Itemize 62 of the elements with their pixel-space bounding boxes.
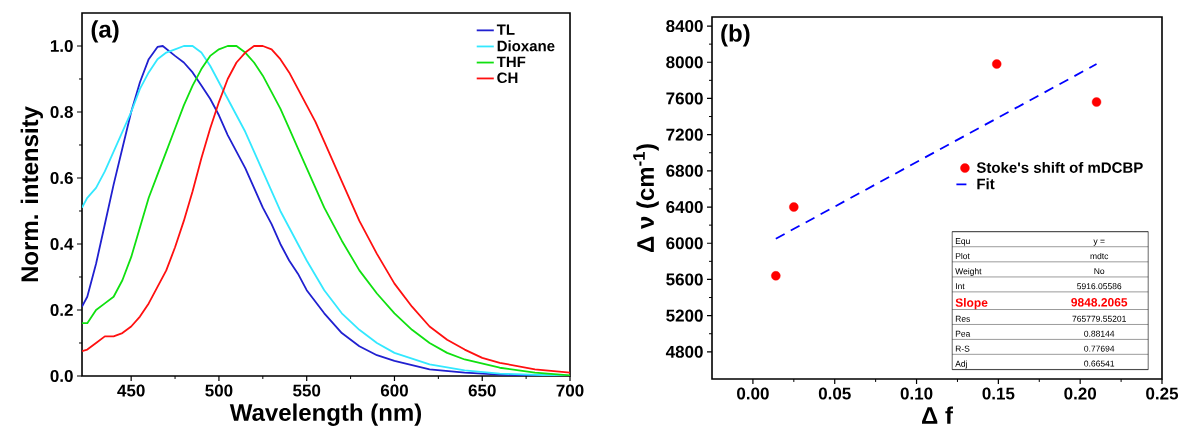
legend-label: THF xyxy=(496,56,526,67)
x-tick-label: 0.05 xyxy=(818,387,851,400)
x-tick-label: 700 xyxy=(556,384,584,397)
annotation: (b) xyxy=(721,24,750,47)
annotation: Int xyxy=(955,283,965,290)
annotation: Res xyxy=(955,315,970,322)
y-tick-label: 5200 xyxy=(666,309,703,322)
x-tick-label: 550 xyxy=(293,384,321,397)
annotation: Adj xyxy=(955,360,967,369)
annotation: Plot xyxy=(955,252,970,260)
point xyxy=(771,271,781,281)
y-tick-label: 0.8 xyxy=(50,105,73,119)
y-tick-label: 6000 xyxy=(666,237,703,250)
annotation: R-S xyxy=(955,345,970,352)
y-tick-label: 1.0 xyxy=(50,39,73,53)
x-tick-label: 0.15 xyxy=(982,387,1015,400)
annotation: 5916.05586 xyxy=(1077,283,1122,290)
annotation: 9848.2065 xyxy=(1071,298,1128,307)
annotation: Equ xyxy=(955,238,970,246)
point xyxy=(1091,97,1102,107)
y-axis-title: Norm. intensity xyxy=(20,106,43,282)
annotation: 765779.55201 xyxy=(1072,315,1126,322)
point xyxy=(789,202,799,212)
annotation: mdtc xyxy=(1090,252,1109,260)
legend-label: Fit xyxy=(977,178,995,190)
annotation: Weight xyxy=(955,268,982,276)
y-tick-label: 0.6 xyxy=(50,171,73,185)
annotation: No xyxy=(1094,268,1105,275)
y-tick-label: 8000 xyxy=(666,56,703,69)
y-tick-label: 6800 xyxy=(666,164,703,177)
annotation: 0.77694 xyxy=(1084,345,1115,352)
point xyxy=(992,59,1002,69)
annotation: (a) xyxy=(91,20,119,43)
annotation: Slope xyxy=(955,298,988,310)
x-tick-label: 0.25 xyxy=(1146,387,1179,400)
annotation: 0.88144 xyxy=(1084,330,1115,337)
x-tick-label: 500 xyxy=(205,384,233,397)
x-tick-label: 0.10 xyxy=(900,387,933,400)
x-tick-label: 0.20 xyxy=(1064,387,1097,400)
x-tick-label: 0.00 xyxy=(737,387,769,400)
legend-label: TL xyxy=(496,24,515,35)
y-tick-label: 0.2 xyxy=(50,303,73,317)
legend-label: Stoke's shift of mDCBP xyxy=(976,161,1143,173)
y-tick-label: 7600 xyxy=(666,92,703,105)
y-tick-label: 6400 xyxy=(666,201,703,214)
annotation: y = xyxy=(1093,239,1105,246)
y-tick-label: 7200 xyxy=(666,128,703,141)
legend-label: Dioxane xyxy=(497,40,555,52)
x-tick-label: 600 xyxy=(380,384,408,397)
x-axis-title: Δ f xyxy=(922,406,953,424)
annotation: Pea xyxy=(955,330,971,337)
y-tick-label: 4800 xyxy=(665,345,703,358)
x-axis-title: Wavelength (nm) xyxy=(229,403,422,426)
x-tick-label: 650 xyxy=(468,384,496,397)
y-tick-label: 8400 xyxy=(666,20,703,33)
x-tick-label: 450 xyxy=(117,384,145,397)
y-tick-label: 0.4 xyxy=(50,237,74,251)
legend-label: CH xyxy=(497,72,518,84)
y-tick-label: 0.0 xyxy=(50,369,73,383)
y-axis-title: Δ ν (cm$^{-1}$) xyxy=(633,144,659,253)
y-tick-label: 5600 xyxy=(666,273,703,286)
annotation: 0.66541 xyxy=(1084,360,1115,367)
